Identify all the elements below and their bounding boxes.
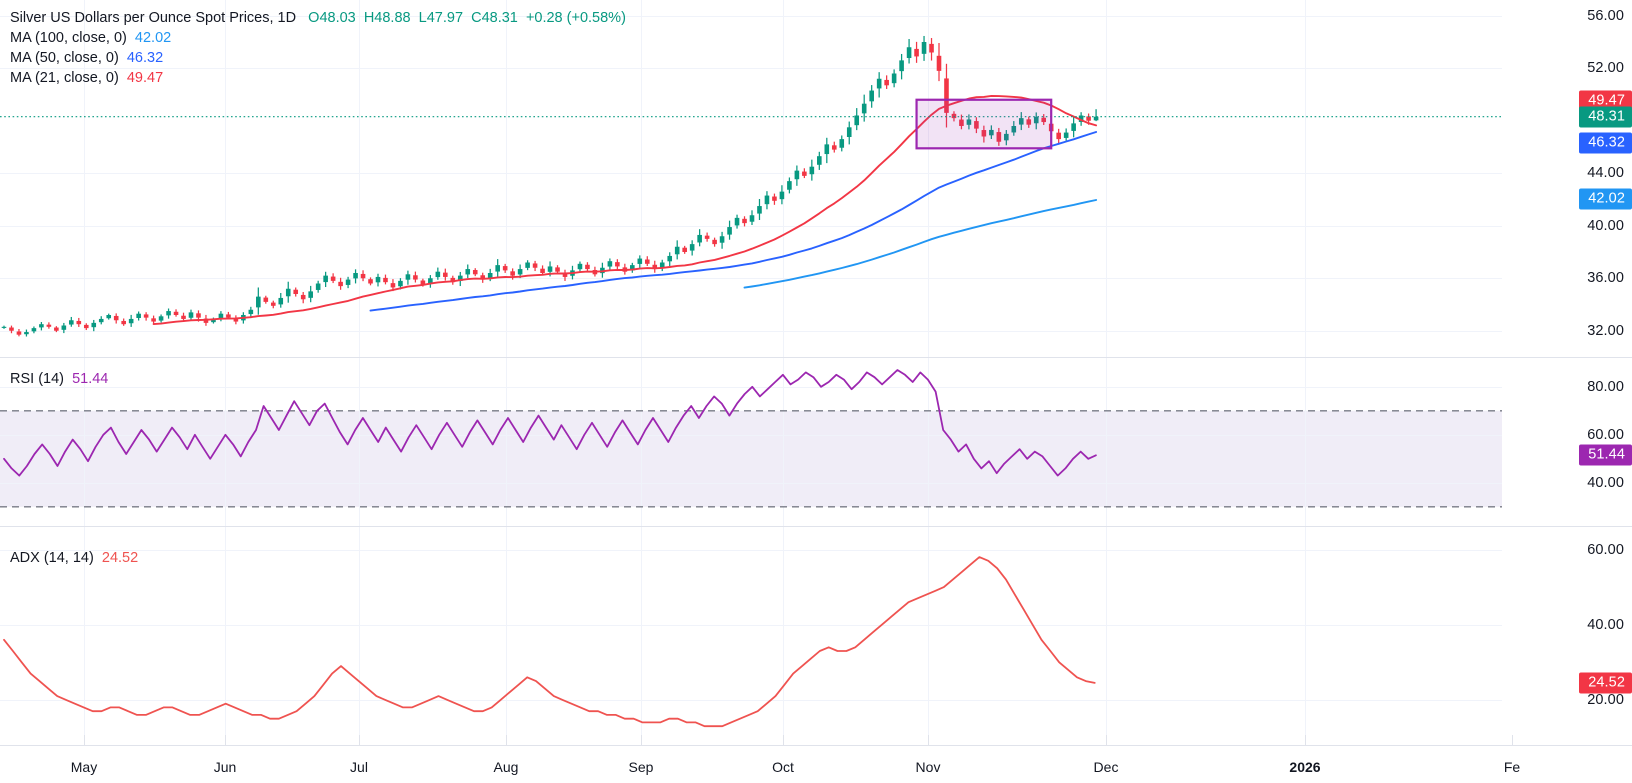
time-tick-mark [359, 735, 360, 745]
price-axis-tick: 44.00 [1587, 165, 1624, 182]
time-tick-mark [84, 735, 85, 745]
time-tick-mark [225, 735, 226, 745]
time-axis-tick: Jul [350, 759, 368, 775]
time-tick-mark [641, 735, 642, 745]
adx-pane[interactable]: 60.00 40.00 20.00 24.52 [0, 527, 1632, 745]
time-axis-tick: Sep [628, 759, 654, 775]
ma100-price-badge[interactable]: 42.02 [1579, 188, 1632, 210]
time-axis-tick: Jun [213, 759, 237, 775]
adx-plot-area[interactable] [0, 527, 1502, 745]
time-tick-mark [1305, 735, 1306, 745]
price-plot-area[interactable] [0, 0, 1502, 357]
price-axis-tick: 36.00 [1587, 270, 1624, 287]
time-axis-tick: Oct [772, 759, 794, 775]
last-price-badge[interactable]: 48.31 [1579, 106, 1632, 128]
time-tick-mark [506, 735, 507, 745]
adx-axis-tick: 60.00 [1587, 541, 1624, 558]
pane-separator-1 [0, 357, 1632, 358]
adx-axis-tick: 20.00 [1587, 691, 1624, 708]
time-tick-mark [1512, 735, 1513, 745]
time-tick-mark [1106, 735, 1107, 745]
price-axis-tick: 32.00 [1587, 322, 1624, 339]
rsi-pane[interactable]: 80.00 60.00 40.00 51.44 [0, 358, 1632, 526]
time-axis-tick: 2026 [1289, 759, 1321, 775]
rsi-axis-tick: 80.00 [1587, 378, 1624, 395]
ma50-price-badge[interactable]: 46.32 [1579, 132, 1632, 154]
time-axis-tick: May [70, 759, 98, 775]
time-axis[interactable]: May Jun Jul Aug Sep Oct Nov Dec 2026 Fe [0, 735, 1632, 783]
adx-value-badge[interactable]: 24.52 [1579, 672, 1632, 694]
rsi-axis-tick: 60.00 [1587, 426, 1624, 443]
rsi-axis-tick: 40.00 [1587, 474, 1624, 491]
time-tick-mark [928, 735, 929, 745]
adx-axis[interactable]: 60.00 40.00 20.00 24.52 [1502, 527, 1632, 745]
price-axis-tick: 52.00 [1587, 60, 1624, 77]
rsi-axis[interactable]: 80.00 60.00 40.00 51.44 [1502, 358, 1632, 526]
adx-axis-tick: 40.00 [1587, 616, 1624, 633]
pane-separator-2 [0, 526, 1632, 527]
time-axis-tick: Dec [1093, 759, 1119, 775]
time-axis-tick: Aug [493, 759, 519, 775]
time-axis-tick: Fe [1503, 759, 1521, 775]
time-axis-tick: Nov [915, 759, 941, 775]
rsi-plot-area[interactable] [0, 358, 1502, 526]
rsi-value-badge[interactable]: 51.44 [1579, 444, 1632, 466]
price-axis[interactable]: 56.00 52.00 44.00 40.00 36.00 32.00 49.47 48.31… [1502, 0, 1632, 357]
time-tick-mark [783, 735, 784, 745]
price-pane[interactable]: 56.00 52.00 44.00 40.00 36.00 32.00 49.47 48.31… [0, 0, 1632, 357]
time-axis-divider [0, 745, 1632, 746]
price-axis-tick: 40.00 [1587, 217, 1624, 234]
price-axis-tick: 56.00 [1587, 7, 1624, 24]
